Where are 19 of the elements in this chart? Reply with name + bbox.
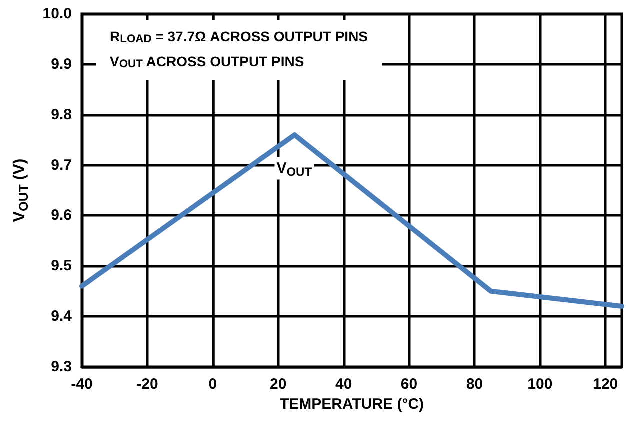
y-axis-title: VOUT (V): [11, 158, 31, 222]
y-tick-label: 9.6: [51, 207, 72, 224]
x-tick-label: 40: [335, 376, 352, 393]
x-tick-label: -40: [71, 376, 93, 393]
y-tick-label: 10.0: [42, 6, 72, 22]
y-tick-label: 9.4: [51, 308, 73, 326]
y-tick-label: 9.3: [51, 358, 72, 376]
y-tick-label: 9.8: [51, 106, 72, 124]
x-axis-title: TEMPERATURE (°C): [280, 396, 424, 413]
y-tick-label: 9.5: [51, 258, 72, 275]
x-tick-label: 0: [208, 376, 218, 393]
x-tick-label: 80: [466, 376, 484, 393]
x-tick-label: 100: [528, 376, 553, 393]
x-tick-label: 60: [400, 376, 418, 393]
y-tick-label: 9.9: [51, 56, 72, 73]
y-tick-label: 9.7: [51, 156, 72, 174]
x-tick-label: 120: [593, 376, 618, 393]
x-tick-label: 20: [270, 376, 287, 393]
x-tick-label: -20: [136, 376, 158, 393]
